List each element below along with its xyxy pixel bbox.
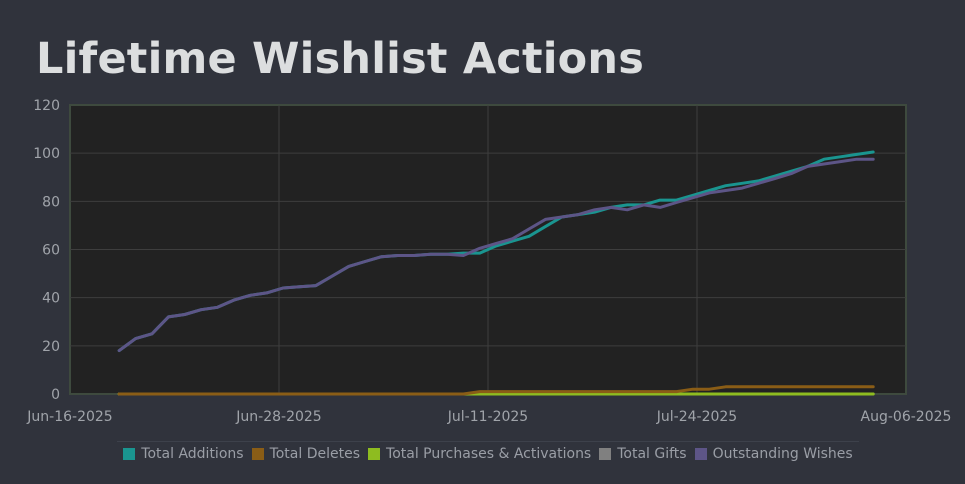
legend-swatch: [123, 448, 136, 460]
legend-item-total-gifts[interactable]: Total Gifts: [599, 446, 687, 462]
y-tick-label: 20: [42, 339, 60, 355]
legend-swatch: [694, 448, 707, 460]
legend-swatch: [599, 448, 612, 460]
y-tick-label: 40: [42, 291, 60, 307]
legend-item-total-purchases-activations[interactable]: Total Purchases & Activations: [368, 446, 591, 462]
x-tick-label: Aug-06-2025: [861, 409, 952, 425]
x-tick-label: Jun-16-2025: [26, 409, 112, 425]
legend-swatch: [251, 448, 264, 460]
chart-title: Lifetime Wishlist Actions: [36, 34, 645, 84]
legend-item-total-additions[interactable]: Total Additions: [123, 446, 244, 462]
legend-label: Total Deletes: [269, 446, 361, 462]
x-tick-label: Jul-24-2025: [656, 409, 737, 425]
legend-swatch: [368, 448, 381, 460]
legend-item-total-deletes[interactable]: Total Deletes: [251, 446, 361, 462]
series-lines: [117, 150, 875, 396]
legend-label: Total Gifts: [617, 446, 687, 462]
x-axis-tick-labels: Jun-16-2025 Jun-28-2025 Jul-11-2025 Jul-24-…: [26, 409, 951, 425]
legend-item-outstanding-wishes[interactable]: Outstanding Wishes: [694, 446, 853, 462]
y-tick-label: 80: [42, 194, 60, 210]
legend-label: Outstanding Wishes: [712, 446, 853, 462]
legend-label: Total Purchases & Activations: [386, 446, 592, 462]
x-tick-label: Jun-28-2025: [235, 409, 321, 425]
series-line-total-deletes: [117, 385, 875, 396]
y-tick-label: 0: [51, 387, 60, 403]
x-tick-label: Jul-11-2025: [447, 409, 528, 425]
series-line-outstanding-wishes: [117, 157, 875, 353]
y-tick-label: 120: [33, 98, 60, 114]
legend-label: Total Additions: [141, 446, 244, 462]
y-tick-label: 100: [33, 146, 60, 162]
chart-legend: Total Additions Total Deletes Total Purcha…: [117, 441, 859, 466]
y-tick-label: 60: [42, 243, 60, 259]
y-axis-tick-labels: 0 20 40 60 80 100 120: [33, 98, 60, 403]
